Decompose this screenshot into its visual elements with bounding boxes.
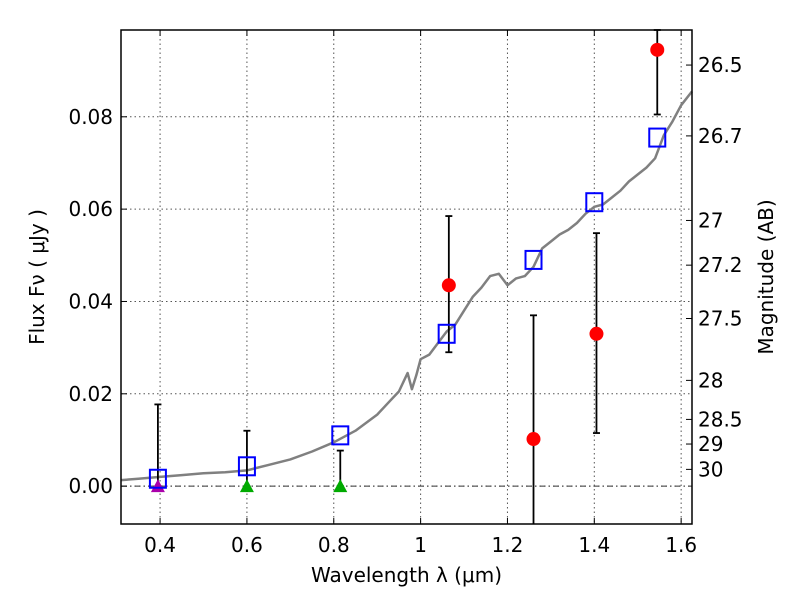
model-band-square — [331, 425, 350, 446]
y-tick-label: 0.04 — [68, 289, 113, 313]
data-markers — [148, 42, 667, 493]
x-tick-label: 1.2 — [492, 533, 524, 557]
plot-frame — [120, 29, 693, 525]
model-band-square — [237, 456, 256, 477]
upper-limit-triangle — [150, 479, 165, 493]
magnitude-axis-label: Magnitude (AB) — [754, 199, 778, 354]
photometry-point — [526, 432, 541, 447]
x-tick-label: 1.4 — [578, 533, 610, 557]
photometry-point — [650, 42, 665, 57]
x-tick-label: 0.6 — [231, 533, 263, 557]
model-spectrum — [120, 90, 693, 482]
x-tick-label: 0.4 — [144, 533, 176, 557]
y-tick-label: 0.00 — [68, 474, 113, 498]
magnitude-tick-label: 27 — [698, 208, 723, 232]
photometry-point — [441, 278, 456, 293]
magnitude-tick-label: 30 — [698, 457, 723, 481]
error-bars — [154, 29, 661, 524]
photometry-point — [589, 326, 604, 341]
y-tick-label: 0.02 — [68, 382, 113, 406]
axis-ticks: 0.4 0.6 0.8 1 1.2 1.4 1.6 0.00 0.02 0.04 0.06 0.08 2… — [68, 30, 743, 557]
model-band-square — [585, 192, 604, 213]
magnitude-tick-label: 28 — [698, 368, 723, 392]
spectrum-line — [120, 90, 693, 482]
y-axis-label: Flux Fν ( μJy ) — [25, 209, 49, 345]
grid-lines — [121, 30, 692, 524]
magnitude-tick-label: 27.5 — [698, 307, 743, 331]
upper-limit-triangle — [239, 479, 254, 493]
y-tick-label: 0.08 — [68, 105, 113, 129]
magnitude-tick-label: 28.5 — [698, 407, 743, 431]
model-band-square — [524, 249, 543, 270]
magnitude-tick-label: 26.7 — [698, 124, 743, 148]
x-tick-label: 0.8 — [318, 533, 350, 557]
x-tick-label: 1 — [414, 533, 427, 557]
x-tick-label: 1.6 — [665, 533, 697, 557]
model-band-square — [648, 127, 667, 148]
magnitude-tick-label: 29 — [698, 432, 723, 456]
magnitude-tick-label: 26.5 — [698, 53, 743, 77]
y-tick-label: 0.06 — [68, 197, 113, 221]
model-band-square — [437, 323, 456, 344]
model-band-square — [148, 468, 167, 489]
x-axis-label: Wavelength λ (μm) — [311, 563, 502, 587]
upper-limit-triangle — [333, 479, 348, 493]
magnitude-tick-label: 27.2 — [698, 253, 743, 277]
